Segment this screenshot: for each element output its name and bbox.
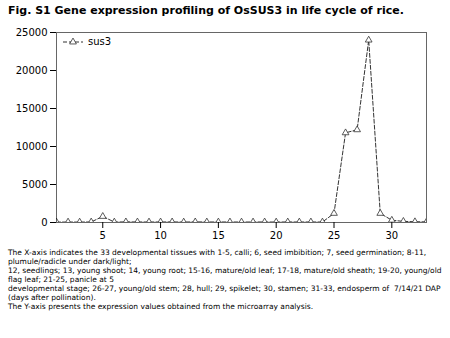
html-text:Fig. S1 Gene expression profil: Fig. S1 Gene expression profiling of OsS…: [8, 4, 404, 17]
svg-text:10000: 10000: [16, 141, 48, 152]
svg-text:15000: 15000: [16, 103, 48, 114]
svg-text:5000: 5000: [22, 179, 47, 190]
svg-text:30: 30: [385, 230, 398, 241]
svg-text:25: 25: [328, 230, 341, 241]
svg-text:20000: 20000: [16, 65, 48, 76]
svg-text:10: 10: [154, 230, 167, 241]
html-text:sus3: sus3: [88, 36, 112, 47]
html-text:12, seedlings; 13, young shoot: 12, seedlings; 13, young shoot; 14, youn…: [8, 266, 444, 284]
svg-text:25000: 25000: [16, 27, 48, 38]
html-text:developmental stage; 26-27, yo: developmental stage; 26-27, young/old st…: [8, 284, 443, 302]
html-text:The Y-axis presents the expres: The Y-axis presents the expression value…: [8, 302, 314, 311]
svg-text:15: 15: [212, 230, 225, 241]
svg-text:20: 20: [270, 230, 283, 241]
svg-text:5: 5: [100, 230, 106, 241]
svg-text:0: 0: [41, 217, 47, 228]
html-text:The X-axis indicates the 33 de: The X-axis indicates the 33 developmenta…: [8, 248, 429, 266]
